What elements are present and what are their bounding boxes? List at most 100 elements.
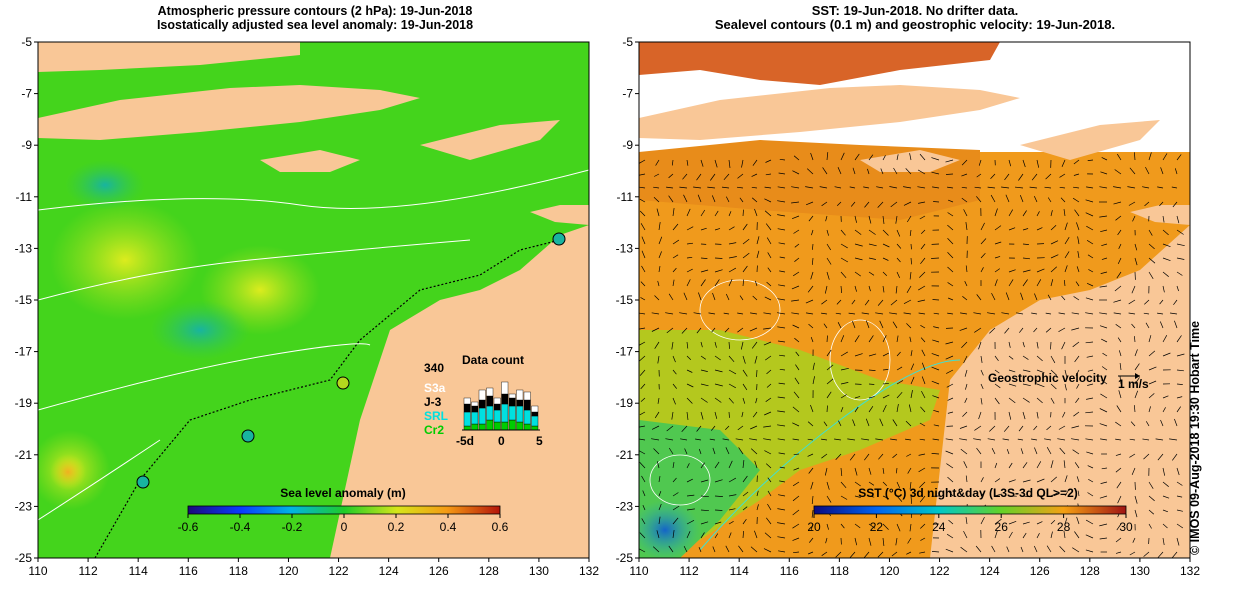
velocity-vector	[920, 229, 926, 234]
data-count-title: Data count	[462, 353, 524, 367]
velocity-vector	[777, 200, 786, 203]
velocity-vector	[905, 438, 912, 441]
velocity-vector	[1033, 327, 1038, 333]
velocity-vector	[793, 155, 800, 161]
velocity-vector	[778, 382, 786, 385]
velocity-vector	[909, 153, 912, 161]
velocity-vector	[812, 376, 815, 385]
velocity-vector	[651, 425, 660, 430]
sumba-island	[860, 150, 960, 172]
velocity-vector	[882, 215, 885, 224]
right-map-xtick-label: 110	[629, 564, 648, 578]
left-map-ytick-label: -25	[15, 551, 33, 565]
velocity-vector	[980, 222, 985, 231]
velocity-vector	[1100, 271, 1108, 274]
data-count-xtick: -5d	[456, 434, 474, 448]
left-title-line1: Atmospheric pressure contours (2 hPa): 1…	[157, 4, 473, 18]
velocity-vector	[909, 229, 912, 236]
velocity-vector	[1162, 215, 1165, 223]
velocity-vector	[1088, 269, 1094, 273]
velocity-vector	[766, 237, 772, 245]
velocity-vector	[651, 327, 660, 332]
velocity-vector	[1072, 197, 1080, 203]
velocity-vector	[920, 257, 926, 265]
velocity-vector	[807, 421, 814, 427]
velocity-vector	[1044, 186, 1052, 189]
bathymetry-contour	[699, 359, 961, 551]
velocity-vector	[980, 516, 985, 525]
velocity-vector	[919, 422, 926, 427]
velocity-vector	[882, 229, 889, 236]
velocity-vector	[960, 448, 968, 455]
velocity-vector	[809, 537, 814, 543]
legend-srl: SRL	[424, 409, 448, 423]
velocity-vector	[980, 252, 986, 259]
velocity-vector	[978, 159, 982, 166]
velocity-vector	[686, 508, 695, 511]
velocity-vector	[1143, 312, 1150, 315]
velocity-vector	[854, 271, 862, 277]
velocity-vector	[779, 256, 786, 259]
velocity-vector	[742, 383, 748, 391]
velocity-vector	[672, 279, 675, 287]
velocity-vector	[965, 475, 968, 483]
velocity-vector	[1115, 537, 1122, 543]
velocity-vector	[1118, 243, 1122, 249]
velocity-vector	[756, 490, 759, 497]
right-map-ytick-label: -15	[616, 293, 634, 307]
velocity-vector	[990, 173, 996, 179]
velocity-vector	[1020, 448, 1024, 455]
velocity-vector	[700, 341, 703, 348]
velocity-vector	[750, 425, 758, 430]
velocity-vector	[1061, 341, 1066, 350]
velocity-vector	[742, 279, 745, 287]
velocity-vector	[1162, 153, 1168, 161]
right-map-ytick-label: -25	[616, 551, 634, 565]
velocity-vector	[742, 355, 746, 364]
velocity-vector	[700, 479, 709, 483]
left-map-ytick-label: -7	[21, 87, 32, 101]
velocity-vector	[978, 411, 982, 420]
velocity-vector	[658, 222, 661, 231]
velocity-vector	[1064, 369, 1068, 378]
velocity-vector	[640, 223, 646, 231]
velocity-vector	[1101, 467, 1108, 470]
velocity-vector	[1176, 215, 1180, 224]
data-count-bar-segment	[523, 423, 531, 431]
velocity-vector	[1099, 495, 1108, 499]
velocity-vector	[1159, 321, 1164, 329]
velocity-vector	[895, 467, 898, 474]
velocity-vector	[961, 159, 968, 166]
velocity-vector	[792, 481, 800, 487]
velocity-vector	[700, 521, 709, 525]
velocity-vector	[1004, 173, 1010, 181]
velocity-vector	[765, 463, 772, 469]
velocity-vector	[1073, 173, 1080, 176]
velocity-vector	[742, 491, 749, 497]
velocity-vector	[777, 410, 786, 413]
velocity-vector	[882, 382, 889, 385]
velocity-vector	[707, 186, 716, 189]
velocity-vector	[920, 523, 926, 529]
velocity-vector	[737, 327, 744, 333]
velocity-vector	[640, 281, 646, 287]
velocity-vector	[1008, 341, 1011, 348]
velocity-vector	[1148, 229, 1153, 236]
velocity-vector	[945, 341, 954, 345]
velocity-vector	[896, 154, 899, 161]
velocity-vector	[1022, 369, 1031, 372]
velocity-vector	[754, 355, 758, 364]
velocity-vector	[639, 210, 646, 217]
velocity-vector	[666, 186, 674, 189]
right-map-ytick-label: -21	[616, 448, 634, 462]
velocity-vector	[821, 201, 828, 207]
velocity-vector	[777, 214, 786, 217]
velocity-vector	[821, 551, 828, 556]
velocity-vector	[1085, 341, 1094, 344]
velocity-vector	[932, 395, 940, 399]
sla-colorbar-label: Sea level anomaly (m)	[280, 486, 405, 500]
velocity-vector	[807, 285, 814, 293]
velocity-vector	[666, 327, 674, 334]
velocity-vector	[686, 463, 690, 469]
velocity-vector	[962, 411, 968, 417]
